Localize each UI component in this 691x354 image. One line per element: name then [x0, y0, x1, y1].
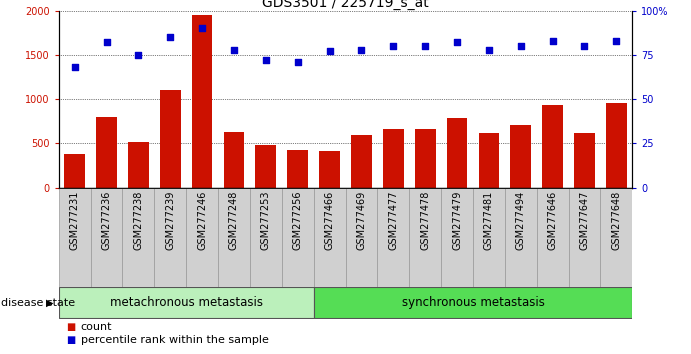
Bar — [160, 90, 180, 188]
Point — [388, 43, 399, 49]
Bar — [346, 188, 377, 287]
Point — [69, 64, 80, 70]
Bar — [314, 287, 632, 318]
Bar — [319, 151, 340, 188]
Bar — [377, 188, 409, 287]
Bar — [59, 287, 314, 318]
Text: GSM277466: GSM277466 — [325, 190, 334, 250]
Bar — [505, 188, 537, 287]
Bar — [154, 188, 186, 287]
Point — [515, 43, 527, 49]
Bar — [250, 188, 282, 287]
Text: GSM277647: GSM277647 — [580, 190, 589, 250]
Point — [164, 34, 176, 40]
Bar — [282, 188, 314, 287]
Point — [547, 38, 558, 44]
Point — [356, 47, 367, 52]
Bar — [479, 133, 499, 188]
Point — [611, 38, 622, 44]
Point — [324, 48, 335, 54]
Text: GSM277236: GSM277236 — [102, 190, 111, 250]
Text: GSM277246: GSM277246 — [197, 190, 207, 250]
Text: GSM277479: GSM277479 — [452, 190, 462, 250]
Text: GSM277253: GSM277253 — [261, 190, 271, 250]
Point — [196, 25, 207, 31]
Bar — [218, 188, 250, 287]
Bar — [122, 188, 154, 287]
Point — [101, 40, 112, 45]
Text: GSM277477: GSM277477 — [388, 190, 398, 250]
Point — [229, 47, 240, 52]
Text: GSM277469: GSM277469 — [357, 190, 366, 250]
Text: count: count — [81, 322, 113, 332]
Bar — [574, 133, 595, 188]
Bar — [59, 188, 91, 287]
Bar — [511, 125, 531, 188]
Point — [133, 52, 144, 58]
Bar — [91, 188, 122, 287]
Bar — [600, 188, 632, 287]
Bar — [542, 105, 563, 188]
Bar — [96, 117, 117, 188]
Text: ■: ■ — [66, 335, 75, 345]
Text: synchronous metastasis: synchronous metastasis — [401, 296, 545, 309]
Text: GSM277238: GSM277238 — [133, 190, 144, 250]
Text: GSM277478: GSM277478 — [420, 190, 430, 250]
Bar — [128, 142, 149, 188]
Point — [419, 43, 430, 49]
Text: percentile rank within the sample: percentile rank within the sample — [81, 335, 269, 345]
Point — [451, 40, 462, 45]
Text: GSM277231: GSM277231 — [70, 190, 79, 250]
Bar — [569, 188, 600, 287]
Text: GSM277239: GSM277239 — [165, 190, 176, 250]
Point — [292, 59, 303, 65]
Bar — [256, 145, 276, 188]
Text: GSM277494: GSM277494 — [515, 190, 526, 250]
Bar — [224, 132, 245, 188]
Title: GDS3501 / 225719_s_at: GDS3501 / 225719_s_at — [262, 0, 429, 10]
Bar — [186, 188, 218, 287]
Bar — [64, 154, 85, 188]
Text: GSM277248: GSM277248 — [229, 190, 239, 250]
Text: GSM277256: GSM277256 — [293, 190, 303, 250]
Bar — [473, 188, 505, 287]
Text: disease state: disease state — [1, 298, 75, 308]
Point — [579, 43, 590, 49]
Bar — [287, 150, 308, 188]
Text: GSM277646: GSM277646 — [547, 190, 558, 250]
Bar — [441, 188, 473, 287]
Text: GSM277648: GSM277648 — [612, 190, 621, 250]
Bar — [606, 103, 627, 188]
Point — [483, 47, 494, 52]
Text: metachronous metastasis: metachronous metastasis — [110, 296, 263, 309]
Bar — [383, 129, 404, 188]
Bar — [409, 188, 441, 287]
Text: ▶: ▶ — [46, 298, 54, 308]
Bar — [351, 135, 372, 188]
Bar — [537, 188, 569, 287]
Bar — [446, 118, 467, 188]
Text: ■: ■ — [66, 322, 75, 332]
Bar — [415, 129, 435, 188]
Point — [261, 57, 272, 63]
Bar — [192, 15, 212, 188]
Bar — [314, 188, 346, 287]
Text: GSM277481: GSM277481 — [484, 190, 494, 250]
